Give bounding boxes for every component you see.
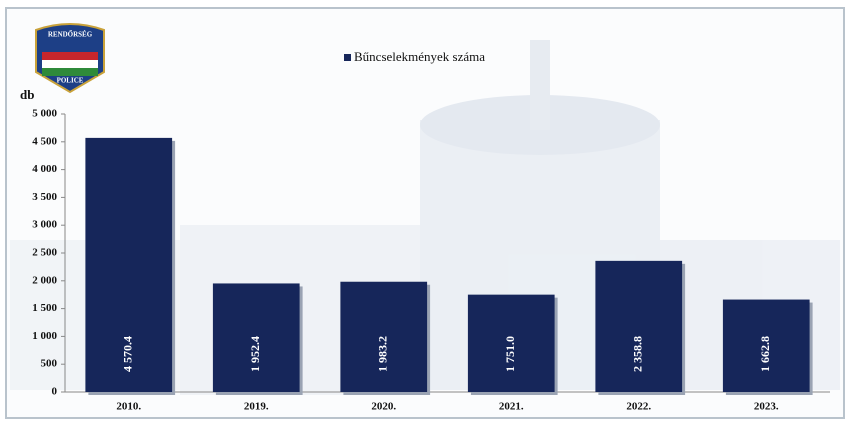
y-tick-label: 5 000 (32, 108, 57, 120)
y-tick-label: 2 000 (32, 274, 57, 286)
y-tick-label: 500 (41, 358, 58, 370)
y-tick-label: 4 500 (32, 135, 57, 147)
x-tick-label: 2022. (626, 401, 651, 413)
x-tick-label: 2023. (754, 401, 779, 413)
bar (340, 281, 428, 392)
legend-swatch (344, 54, 351, 61)
value-label: 2 358.8 (631, 336, 645, 372)
logo-stripe (42, 68, 98, 76)
y-tick-label: 0 (52, 386, 58, 398)
bar (595, 260, 683, 392)
value-label: 1 952.4 (248, 336, 262, 372)
logo-text: POLICE (57, 77, 84, 85)
value-label: 4 570.4 (121, 336, 135, 372)
x-tick-label: 2020. (371, 401, 396, 413)
value-label: 1 983.2 (376, 336, 390, 372)
y-tick-label: 2 500 (32, 247, 57, 259)
y-tick-label: 1 500 (32, 302, 57, 314)
y-tick-label: 4 000 (32, 163, 57, 175)
bar (85, 137, 173, 392)
x-tick-label: 2021. (499, 401, 524, 413)
y-tick-label: 3 000 (32, 219, 57, 231)
logo-stripe (42, 52, 98, 60)
bar (722, 299, 810, 392)
logo: RENDŐRSÉG POLICE (35, 23, 105, 94)
logo-stripe (42, 60, 98, 68)
bar (467, 294, 555, 392)
y-tick-label: 1 000 (32, 330, 57, 342)
x-tick-label: 2019. (244, 401, 269, 413)
y-axis-label: db (20, 87, 34, 102)
y-tick-label: 3 500 (32, 191, 57, 203)
legend-label: Bűncselekmények száma (354, 49, 485, 64)
x-tick-label: 2010. (116, 401, 141, 413)
value-label: 1 751.0 (503, 336, 517, 372)
value-label: 1 662.8 (758, 336, 772, 372)
logo-text: RENDŐRSÉG (48, 31, 93, 39)
bar (212, 283, 300, 392)
